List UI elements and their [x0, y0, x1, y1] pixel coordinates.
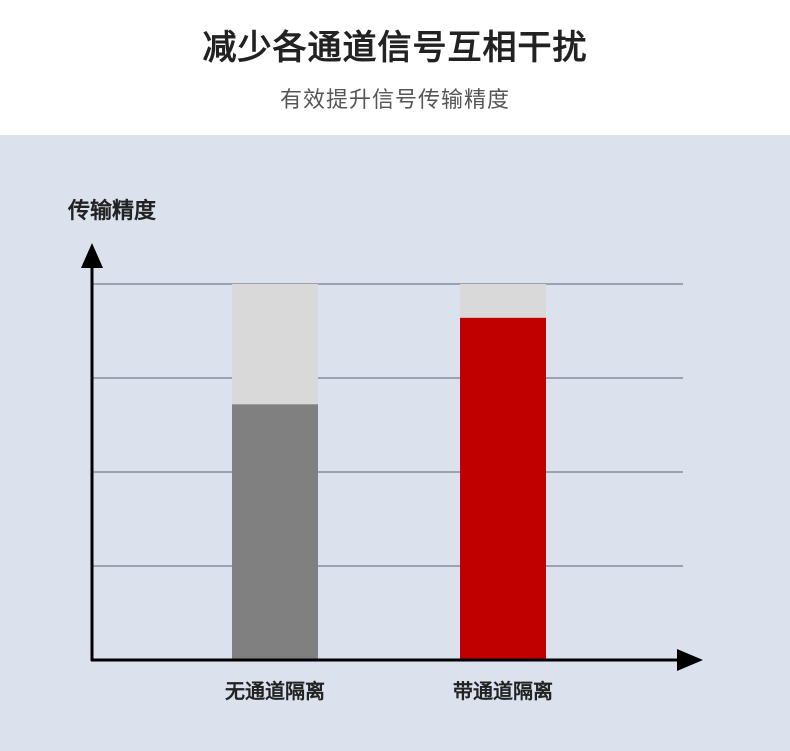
bar-remainder — [460, 284, 546, 318]
bar-remainder — [232, 284, 318, 405]
bar — [460, 317, 546, 660]
x-axis-arrow-icon — [677, 649, 703, 671]
chart-panel — [0, 135, 790, 751]
bar — [232, 404, 318, 660]
x-tick-label: 带通道隔离 — [453, 679, 553, 703]
x-tick-label: 无通道隔离 — [225, 679, 325, 703]
y-axis-arrow-icon — [81, 243, 103, 268]
page-title: 减少各通道信号互相干扰 — [202, 28, 588, 68]
page-subtitle: 有效提升信号传输精度 — [279, 88, 510, 113]
y-axis-label: 传输精度 — [67, 198, 157, 224]
